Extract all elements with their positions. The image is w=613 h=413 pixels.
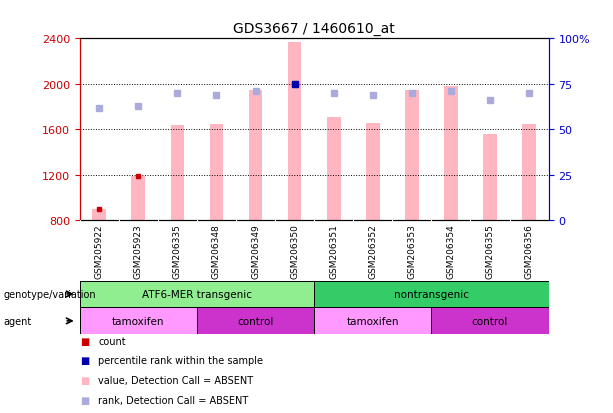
Bar bbox=[80, 308, 197, 335]
Bar bbox=[131, 177, 145, 221]
Bar bbox=[405, 90, 419, 221]
Text: GSM206353: GSM206353 bbox=[408, 223, 416, 278]
Text: ■: ■ bbox=[80, 336, 89, 346]
Text: ■: ■ bbox=[80, 395, 89, 405]
Bar bbox=[327, 118, 341, 221]
Bar bbox=[249, 90, 262, 221]
Text: GSM206352: GSM206352 bbox=[368, 223, 377, 278]
Text: value, Detection Call = ABSENT: value, Detection Call = ABSENT bbox=[98, 375, 253, 385]
Text: ■: ■ bbox=[80, 356, 89, 366]
Text: GSM206335: GSM206335 bbox=[173, 223, 182, 278]
Text: rank, Detection Call = ABSENT: rank, Detection Call = ABSENT bbox=[98, 395, 248, 405]
Bar bbox=[93, 210, 106, 221]
Bar bbox=[314, 308, 432, 335]
Text: GSM206351: GSM206351 bbox=[329, 223, 338, 278]
Bar bbox=[432, 308, 549, 335]
Text: GSM206354: GSM206354 bbox=[446, 223, 455, 278]
Text: GSM206350: GSM206350 bbox=[290, 223, 299, 278]
Text: tamoxifen: tamoxifen bbox=[112, 316, 164, 326]
Text: genotype/variation: genotype/variation bbox=[3, 289, 96, 299]
Bar bbox=[287, 43, 302, 221]
Text: count: count bbox=[98, 336, 126, 346]
Bar bbox=[210, 124, 223, 221]
Text: GSM205922: GSM205922 bbox=[95, 224, 104, 278]
Bar bbox=[314, 281, 549, 308]
Bar bbox=[483, 135, 497, 221]
Text: GSM206349: GSM206349 bbox=[251, 223, 260, 278]
Text: GSM206355: GSM206355 bbox=[485, 223, 495, 278]
Text: ATF6-MER transgenic: ATF6-MER transgenic bbox=[142, 289, 252, 299]
Text: GSM206356: GSM206356 bbox=[525, 223, 533, 278]
Text: control: control bbox=[237, 316, 274, 326]
Bar bbox=[522, 124, 536, 221]
Bar bbox=[366, 123, 379, 221]
Text: GSM205923: GSM205923 bbox=[134, 223, 143, 278]
Bar bbox=[80, 281, 314, 308]
Text: tamoxifen: tamoxifen bbox=[346, 316, 399, 326]
Text: nontransgenic: nontransgenic bbox=[394, 289, 469, 299]
Text: control: control bbox=[472, 316, 508, 326]
Text: agent: agent bbox=[3, 316, 31, 326]
Text: ■: ■ bbox=[80, 375, 89, 385]
Text: GSM206348: GSM206348 bbox=[212, 223, 221, 278]
Bar bbox=[197, 308, 314, 335]
Text: percentile rank within the sample: percentile rank within the sample bbox=[98, 356, 263, 366]
Bar bbox=[170, 126, 185, 221]
Title: GDS3667 / 1460610_at: GDS3667 / 1460610_at bbox=[234, 21, 395, 36]
Bar bbox=[444, 87, 458, 221]
